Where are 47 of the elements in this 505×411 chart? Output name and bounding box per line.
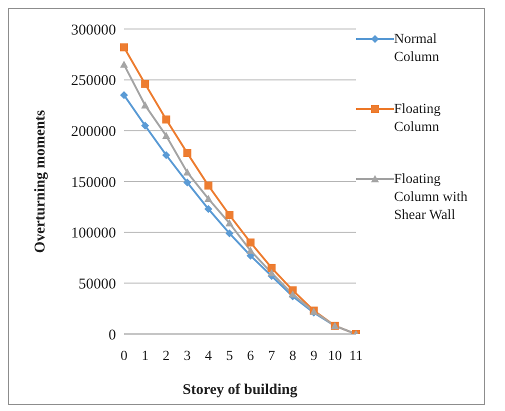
point <box>141 122 150 130</box>
point <box>246 246 255 254</box>
legend-label: Normal Column <box>394 31 440 67</box>
point <box>204 194 212 202</box>
x-tick-label: 2 <box>162 348 170 364</box>
point <box>204 182 212 190</box>
point <box>162 115 170 124</box>
legend-label: Floating Column with Shear Wall <box>394 171 469 225</box>
point <box>183 168 192 176</box>
x-tick-label: 4 <box>204 348 212 364</box>
point <box>268 269 276 276</box>
x-tick-label: 9 <box>310 348 318 364</box>
x-tick-label: 5 <box>226 348 233 364</box>
x-tick-label: 3 <box>184 348 191 364</box>
point <box>162 132 170 139</box>
point <box>183 149 192 158</box>
y-tick-label: 150000 <box>71 174 116 191</box>
y-tick-label: 0 <box>108 327 116 344</box>
point <box>120 60 128 68</box>
point <box>225 229 234 238</box>
point <box>141 101 150 108</box>
y-tick-label: 300000 <box>71 22 116 38</box>
x-tick-label: 7 <box>268 348 276 364</box>
point <box>141 80 150 88</box>
point <box>268 264 276 272</box>
y-tick-label: 100000 <box>71 226 116 242</box>
point <box>120 91 128 100</box>
x-tick-label: 11 <box>349 348 363 364</box>
point <box>225 211 234 220</box>
x-tick-label: 10 <box>328 348 342 364</box>
x-tick-label: 1 <box>142 348 149 364</box>
point <box>246 238 255 246</box>
point <box>162 151 170 160</box>
y-tick-label: 200000 <box>71 124 116 140</box>
y-tick-label: 50000 <box>78 276 116 292</box>
point <box>183 178 192 187</box>
x-tick-label: 8 <box>289 348 296 364</box>
x-tick-label: 6 <box>247 348 254 364</box>
x-axis-title: Storey of building <box>182 382 298 398</box>
point <box>288 290 297 298</box>
point <box>225 219 234 226</box>
y-axis-title: Overturning moments <box>32 110 48 253</box>
x-tick-label: 0 <box>120 348 128 364</box>
y-tick-label: 250000 <box>71 73 116 90</box>
point <box>120 43 128 52</box>
legend-label: Floating Column <box>394 101 442 137</box>
point <box>204 204 212 213</box>
